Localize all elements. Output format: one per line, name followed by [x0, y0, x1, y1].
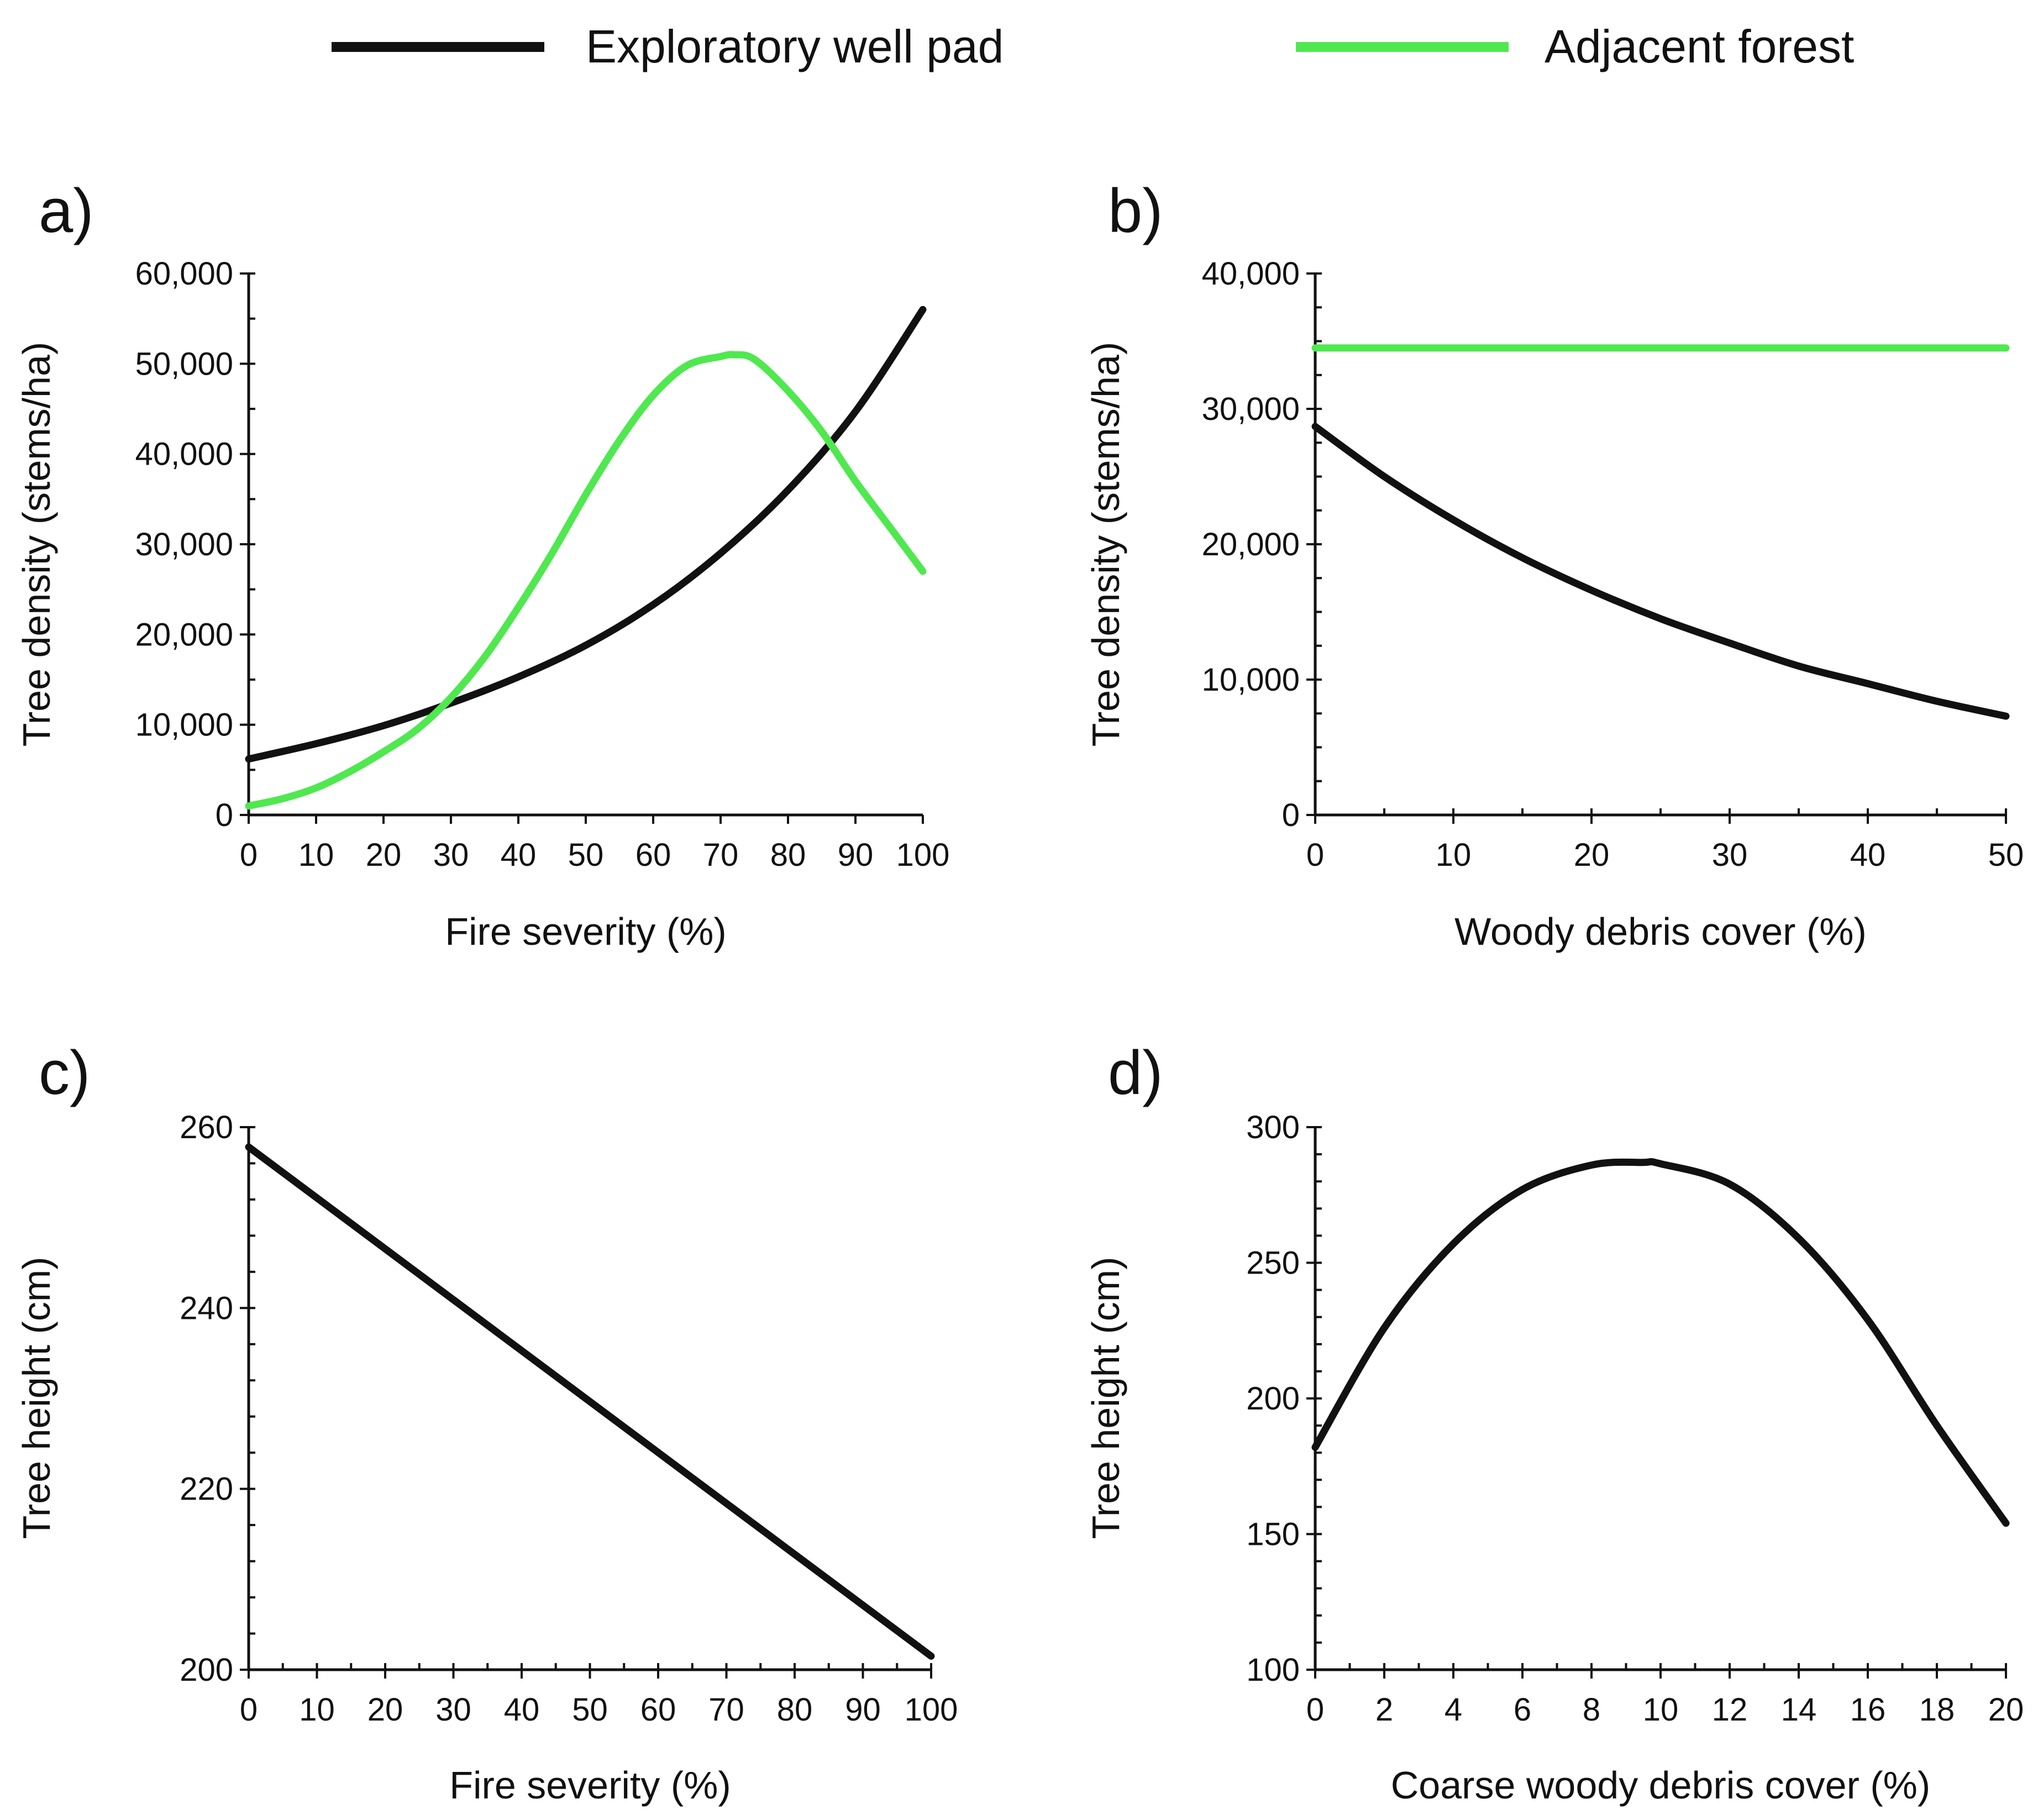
x-axis-title: Fire severity (%) [449, 1764, 731, 1807]
x-tick-label: 90 [838, 837, 874, 873]
y-tick-label: 40,000 [1202, 256, 1300, 292]
x-axis-title: Fire severity (%) [445, 910, 726, 953]
x-tick-label: 10 [1643, 1692, 1679, 1728]
y-tick-label: 30,000 [135, 527, 233, 562]
x-tick-label: 6 [1514, 1692, 1531, 1728]
x-tick-label: 100 [896, 837, 950, 873]
x-tick-label: 10 [298, 837, 334, 873]
y-tick-label: 100 [1246, 1652, 1300, 1688]
series-line-adjacent-forest [245, 351, 927, 810]
y-tick-label: 220 [180, 1471, 233, 1507]
x-tick-label: 30 [433, 837, 469, 873]
x-tick-label: 20 [367, 1692, 403, 1728]
x-tick-label: 40 [1850, 837, 1886, 873]
y-tick-label: 200 [180, 1652, 233, 1688]
panel-label: a) [39, 176, 94, 245]
x-tick-label: 0 [1306, 837, 1324, 873]
x-tick-label: 16 [1850, 1692, 1886, 1728]
series-line-well-pad [1311, 1158, 2010, 1527]
y-tick-label: 10,000 [135, 707, 233, 743]
x-tick-label: 70 [708, 1692, 744, 1728]
y-tick-label: 150 [1246, 1517, 1300, 1553]
y-tick-label: 20,000 [1202, 527, 1300, 562]
x-tick-label: 0 [240, 837, 258, 873]
legend-item: Adjacent forest [1296, 20, 1854, 72]
x-tick-label: 80 [770, 837, 806, 873]
x-tick-label: 0 [1306, 1692, 1324, 1728]
x-tick-label: 40 [501, 837, 537, 873]
x-tick-label: 2 [1375, 1692, 1393, 1728]
x-tick-label: 12 [1712, 1692, 1748, 1728]
y-axis-title: Tree density (stems/ha) [15, 342, 58, 747]
panel-label: b) [1108, 176, 1163, 245]
legend-label: Adjacent forest [1545, 20, 1854, 72]
x-tick-label: 20 [1988, 1692, 2024, 1728]
series-line-well-pad [245, 306, 927, 763]
y-tick-label: 300 [1246, 1109, 1300, 1145]
panel-label: c) [39, 1038, 90, 1107]
y-tick-label: 0 [1282, 797, 1300, 833]
series-line-well-pad [245, 1143, 935, 1660]
legend-label: Exploratory well pad [586, 20, 1004, 72]
x-tick-label: 50 [568, 837, 604, 873]
y-tick-label: 0 [216, 797, 233, 833]
x-tick-label: 14 [1781, 1692, 1817, 1728]
x-tick-label: 4 [1445, 1692, 1462, 1728]
x-axis-title: Woody debris cover (%) [1454, 910, 1867, 953]
x-tick-label: 100 [905, 1692, 958, 1728]
x-tick-label: 0 [240, 1692, 258, 1728]
x-tick-label: 60 [640, 1692, 676, 1728]
x-tick-label: 10 [299, 1692, 335, 1728]
chart-panel-a: a) 0 10,000 20,000 30,000 40,000 50,000 60,000 0… [15, 176, 949, 953]
x-tick-label: 30 [1712, 837, 1748, 873]
x-tick-label: 40 [504, 1692, 540, 1728]
x-tick-label: 50 [1988, 837, 2024, 873]
chart-panel-c: c) 200 220 240 260 0 10 20 30 40 50 60 70 80 90 100 Fire… [15, 1038, 958, 1807]
x-tick-label: 30 [435, 1692, 471, 1728]
y-tick-label: 20,000 [135, 617, 233, 653]
panels: a) 0 10,000 20,000 30,000 40,000 50,000 60,000 0… [15, 176, 2024, 1807]
y-tick-label: 10,000 [1202, 662, 1300, 698]
x-tick-label: 20 [1574, 837, 1610, 873]
y-tick-label: 30,000 [1202, 391, 1300, 427]
x-tick-label: 50 [572, 1692, 608, 1728]
y-tick-label: 50,000 [135, 346, 233, 382]
x-tick-label: 80 [777, 1692, 813, 1728]
y-tick-label: 240 [180, 1290, 233, 1326]
x-tick-label: 20 [366, 837, 402, 873]
y-axis-title: Tree height (cm) [15, 1257, 58, 1539]
y-tick-label: 260 [180, 1109, 233, 1145]
y-axis-title: Tree density (stems/ha) [1084, 342, 1127, 747]
legend-item: Exploratory well pad [332, 20, 1004, 72]
y-tick-label: 250 [1246, 1245, 1300, 1281]
x-tick-label: 10 [1436, 837, 1472, 873]
series-line-well-pad [1311, 423, 2010, 720]
y-tick-label: 40,000 [135, 436, 233, 472]
y-axis-title: Tree height (cm) [1084, 1257, 1127, 1539]
x-tick-label: 60 [635, 837, 671, 873]
x-tick-label: 8 [1583, 1692, 1600, 1728]
x-tick-label: 70 [703, 837, 739, 873]
y-tick-label: 60,000 [135, 256, 233, 292]
panel-label: d) [1108, 1038, 1163, 1107]
legend: Exploratory well pad Adjacent forest [332, 20, 1854, 72]
y-tick-label: 200 [1246, 1381, 1300, 1417]
x-axis-title: Coarse woody debris cover (%) [1391, 1764, 1930, 1807]
chart-panel-b: b) 0 10,000 20,000 30,000 40,000 0 10 20 30 40 50 Wo… [1084, 176, 2024, 953]
x-tick-label: 18 [1919, 1692, 1955, 1728]
chart-panel-d: d) 100 150 200 250 300 0 2 4 6 8 10 12 14 16 18 20 Coarse… [1084, 1038, 2024, 1807]
x-tick-label: 90 [845, 1692, 881, 1728]
